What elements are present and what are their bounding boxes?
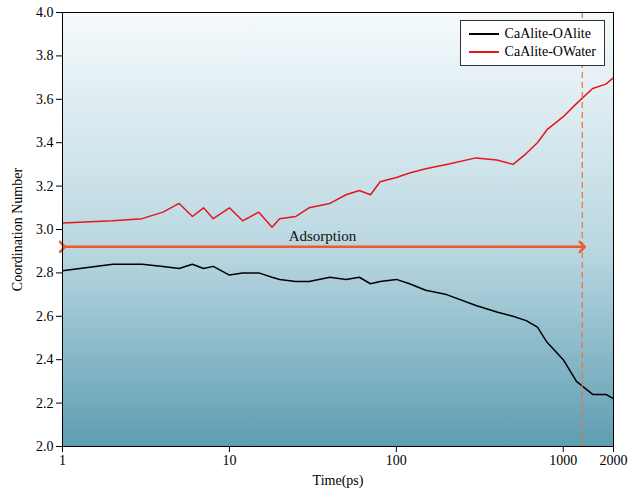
svg-text:Adsorption: Adsorption [289, 228, 357, 244]
svg-text:3.0: 3.0 [36, 222, 54, 237]
svg-text:2.8: 2.8 [36, 265, 54, 280]
svg-text:Time(ps): Time(ps) [313, 473, 364, 489]
svg-text:10: 10 [222, 453, 236, 468]
svg-text:3.2: 3.2 [36, 179, 54, 194]
svg-text:2.0: 2.0 [36, 439, 54, 454]
svg-text:4.0: 4.0 [36, 5, 54, 20]
svg-text:2.4: 2.4 [36, 352, 54, 367]
svg-text:3.8: 3.8 [36, 48, 54, 63]
svg-text:Coordination Number: Coordination Number [10, 168, 25, 292]
svg-text:3.4: 3.4 [36, 135, 54, 150]
svg-text:3.6: 3.6 [36, 92, 54, 107]
svg-text:100: 100 [386, 453, 407, 468]
html-text:CaAlite-OAlite: CaAlite-OAlite [504, 26, 591, 41]
svg-text:2.2: 2.2 [36, 396, 54, 411]
svg-text:2000: 2000 [600, 453, 628, 468]
html-text:CaAlite-OWater: CaAlite-OWater [504, 44, 596, 59]
svg-text:1000: 1000 [549, 453, 577, 468]
svg-text:2.6: 2.6 [36, 309, 54, 324]
svg-text:1: 1 [59, 453, 66, 468]
